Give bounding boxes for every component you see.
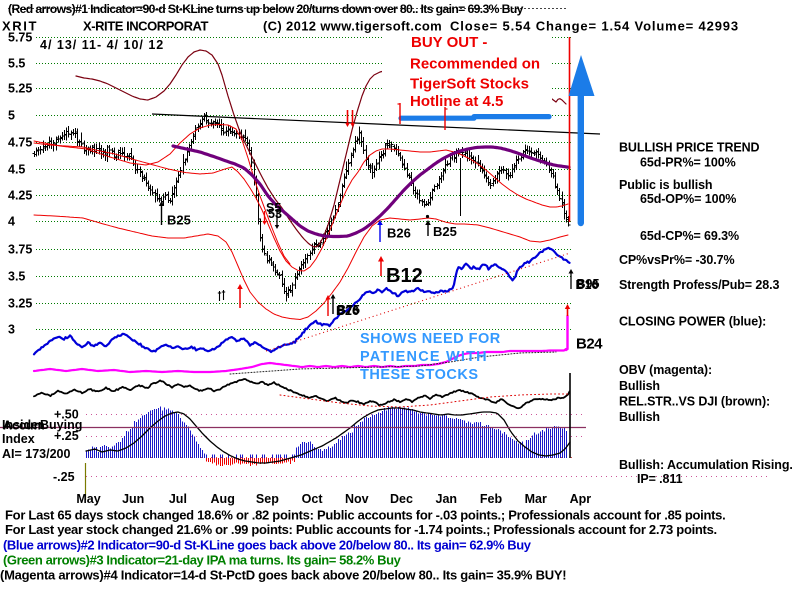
svg-text:4/ 13/ 11- 4/ 10/ 12: 4/ 13/ 11- 4/ 10/ 12: [40, 38, 164, 52]
svg-text:(Magenta arrows)#4 Indicator=1: (Magenta arrows)#4 Indicator=14-d St-Pct…: [0, 568, 566, 583]
svg-text:B25: B25: [433, 224, 457, 239]
svg-text:CLOSING POWER (blue):: CLOSING POWER (blue):: [619, 315, 766, 329]
svg-text:CP%vsPr%= -30.7%: CP%vsPr%= -30.7%: [619, 253, 734, 267]
svg-text:+.50: +.50: [54, 408, 79, 422]
svg-text:Buying: Buying: [40, 418, 82, 432]
svg-text:4.75: 4.75: [8, 136, 32, 150]
svg-text:Nov: Nov: [345, 492, 369, 506]
svg-text:4.5: 4.5: [8, 163, 25, 177]
svg-text:(Green arrows)#3 Indicator=21-: (Green arrows)#3 Indicator=21-day IPA ma…: [3, 553, 402, 568]
svg-text:Oct: Oct: [302, 492, 324, 506]
svg-text:B25: B25: [167, 213, 191, 228]
svg-text:65d-OP%= 100%: 65d-OP%= 100%: [640, 192, 736, 206]
svg-text:Bullish: Bullish: [619, 379, 660, 393]
svg-text:B75: B75: [337, 303, 360, 317]
svg-text:65d-CP%= 69.3%: 65d-CP%= 69.3%: [640, 229, 739, 243]
svg-text:5.5: 5.5: [8, 57, 25, 71]
svg-text:5.25: 5.25: [8, 82, 32, 96]
svg-text:AI= 173/200: AI= 173/200: [2, 447, 71, 461]
svg-text:Insider: Insider: [2, 418, 43, 432]
svg-text:OBV (magenta):: OBV (magenta):: [619, 363, 712, 377]
svg-text:B26: B26: [336, 304, 359, 318]
svg-text:Jul: Jul: [169, 492, 187, 506]
svg-text:Dec: Dec: [390, 492, 413, 506]
svg-text:Feb: Feb: [480, 492, 503, 506]
svg-text:+.25: +.25: [54, 429, 79, 443]
svg-text:TigerSoft Stocks: TigerSoft Stocks: [410, 76, 529, 93]
svg-text:B95: B95: [577, 277, 600, 291]
svg-text:(Red arrows)#1 Indicator=90-d: (Red arrows)#1 Indicator=90-d St-KLine t…: [8, 2, 524, 16]
svg-text:Jan: Jan: [436, 492, 458, 506]
svg-text:65d-PR%= 100%: 65d-PR%= 100%: [640, 156, 736, 170]
svg-text:B16: B16: [576, 278, 599, 292]
svg-text:Public is bullish: Public is bullish: [619, 178, 712, 192]
svg-text:Close= 5.54 Change= 1.54 Vol: Close= 5.54 Change= 1.54 Volume= 42993: [450, 19, 739, 34]
svg-text:Sep: Sep: [256, 492, 279, 506]
svg-text:B26: B26: [387, 226, 411, 241]
svg-text:May: May: [76, 492, 100, 506]
svg-text:X-RITE INCORPORAT: X-RITE INCORPORAT: [83, 19, 209, 34]
svg-text:4.25: 4.25: [8, 189, 32, 203]
svg-text:-.25: -.25: [53, 470, 75, 484]
svg-text:3: 3: [8, 323, 15, 337]
svg-text:4: 4: [8, 215, 15, 229]
svg-text:Index: Index: [2, 432, 35, 446]
svg-text:5: 5: [8, 109, 15, 123]
svg-text:3.75: 3.75: [8, 243, 32, 257]
svg-text:For Last year stock changed 2: For Last year stock changed 21.6% or .99…: [5, 522, 717, 537]
svg-text:53: 53: [268, 207, 282, 221]
svg-text:XRIT: XRIT: [2, 19, 38, 34]
svg-text:BUY OUT -: BUY OUT -: [411, 34, 487, 51]
svg-text:Hotline at 4.5: Hotline at 4.5: [410, 93, 503, 110]
svg-text:Mar: Mar: [525, 492, 547, 506]
svg-text:Aug: Aug: [211, 492, 235, 506]
svg-text:IP= .811: IP= .811: [637, 472, 683, 486]
svg-text:Recommended on: Recommended on: [410, 56, 540, 73]
svg-text:(Blue arrows)#2 Indicator=90-d: (Blue arrows)#2 Indicator=90-d St-KLine …: [3, 538, 532, 553]
svg-text:Jun: Jun: [122, 492, 144, 506]
svg-text:B24: B24: [576, 336, 603, 353]
svg-text:Apr: Apr: [570, 492, 592, 506]
svg-text:THESE STOCKS: THESE STOCKS: [360, 367, 479, 383]
svg-text:(C) 2012 www.tigersoft.com: (C) 2012 www.tigersoft.com: [263, 19, 442, 34]
svg-text:3.5: 3.5: [8, 270, 25, 284]
svg-text:BULLISH PRICE TREND: BULLISH PRICE TREND: [619, 141, 760, 155]
svg-text:B12: B12: [386, 265, 423, 287]
svg-text:5.75: 5.75: [8, 31, 32, 45]
svg-text:Accum: Accum: [3, 419, 45, 433]
svg-text:Bullish: Bullish: [619, 410, 660, 424]
svg-text:Bullish: Accumulation Rising.: Bullish: Accumulation Rising.: [619, 458, 793, 472]
svg-text:SHOWS NEED FOR: SHOWS NEED FOR: [360, 331, 501, 347]
svg-text:REL.STR..VS DJI (brown):: REL.STR..VS DJI (brown):: [619, 395, 770, 409]
svg-text:PATIENCE WITH: PATIENCE WITH: [360, 349, 488, 365]
svg-text:3.25: 3.25: [8, 297, 32, 311]
svg-text:For Last 65 days stock changed: For Last 65 days stock changed 18.6% or …: [5, 508, 725, 523]
svg-text:Strength Profess/Pub= 28.3: Strength Profess/Pub= 28.3: [619, 278, 779, 292]
